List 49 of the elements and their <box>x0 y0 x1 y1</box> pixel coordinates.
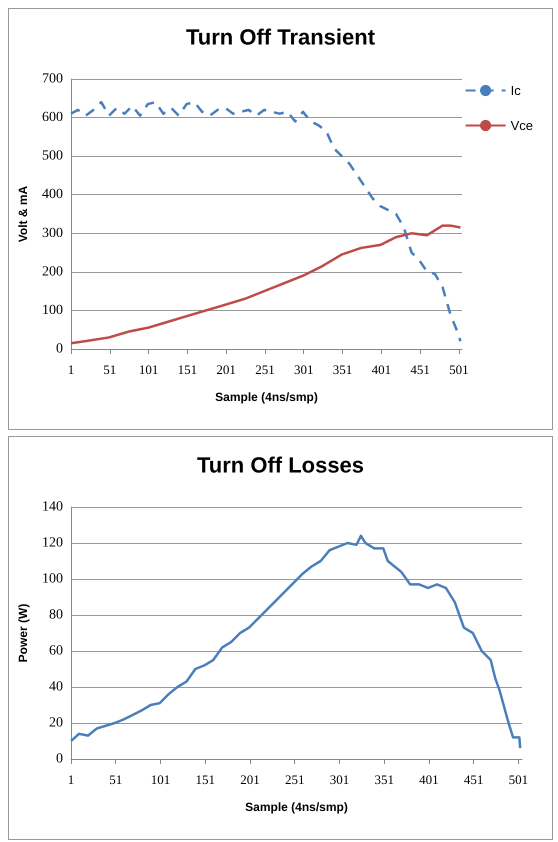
x-tick-label: 51 <box>103 362 116 377</box>
chart-title: Turn Off Transient <box>186 24 376 50</box>
x-tick-label: 451 <box>410 362 430 377</box>
y-tick-label: 100 <box>42 302 63 318</box>
y-tick-label: 40 <box>49 680 63 694</box>
x-tick-label: 101 <box>138 362 158 377</box>
y-tick-label: 100 <box>42 572 63 586</box>
x-tick-label: 1 <box>68 772 74 787</box>
y-axis-title: Power (W) <box>16 604 30 662</box>
x-tick-label: 51 <box>109 772 122 787</box>
line-series <box>70 100 462 343</box>
x-tick-label: 351 <box>332 362 352 377</box>
x-tick-label: 151 <box>195 772 215 787</box>
x-tick-label: 1 <box>68 362 74 377</box>
y-tick-label: 60 <box>49 644 63 658</box>
legend-label: Ic <box>510 83 522 98</box>
x-tick-label: 501 <box>449 362 469 377</box>
x-tick-label: 301 <box>330 772 350 787</box>
x-tick-label: 201 <box>216 362 236 377</box>
y-tick-label: 300 <box>42 226 63 241</box>
y-axis-title: Volt & mA <box>16 185 30 242</box>
y-tick-label: 120 <box>42 536 63 550</box>
y-tick-label: 0 <box>56 752 63 766</box>
x-tick-label: 401 <box>372 362 392 377</box>
line-series <box>70 534 522 750</box>
x-tick-label: 251 <box>255 362 275 377</box>
y-tick-label: 20 <box>49 716 63 730</box>
x-tick-label: 201 <box>240 772 260 787</box>
chart-title: Turn Off Losses <box>196 452 364 478</box>
y-tick-label: 500 <box>42 148 63 164</box>
y-tick-label: 80 <box>49 608 63 622</box>
y-tick-label: 140 <box>42 500 63 514</box>
y-tick-label: 200 <box>42 264 63 280</box>
y-tick-label: 0 <box>56 342 63 356</box>
x-tick-label: 501 <box>508 772 528 787</box>
legend-label: Vce <box>510 118 534 133</box>
y-tick-label: 400 <box>42 187 63 202</box>
x-axis-title: Sample (4ns/smp) <box>215 390 318 404</box>
x-tick-label: 301 <box>294 362 314 377</box>
x-tick-label: 151 <box>178 362 198 377</box>
line-series <box>70 224 462 344</box>
x-tick-label: 251 <box>284 772 304 787</box>
y-tick-label: 700 <box>42 72 63 86</box>
x-axis-title: Sample (4ns/smp) <box>245 800 348 814</box>
x-tick-label: 401 <box>419 772 439 787</box>
x-tick-label: 351 <box>374 772 394 787</box>
y-tick-label: 600 <box>42 110 63 126</box>
x-tick-label: 451 <box>464 772 484 787</box>
x-tick-label: 101 <box>150 772 170 787</box>
